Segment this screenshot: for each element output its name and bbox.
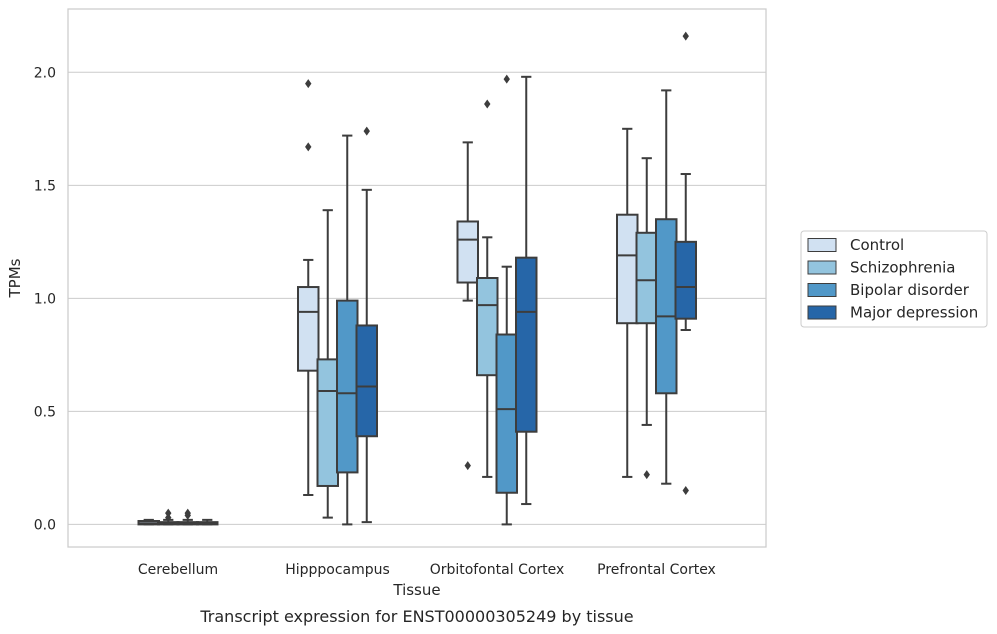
outlier-point [363,126,370,136]
y-tick-label: 1.5 [34,178,56,194]
plot-area-frame [67,8,767,548]
box-group [476,99,499,478]
box-iqr [616,213,639,325]
boxes [137,31,697,526]
outlier-point [305,142,312,152]
box-group [297,79,320,497]
legend: Control Schizophrenia Bipolar disorder Majo… [800,230,988,328]
box-iqr [674,240,697,320]
legend-swatch [807,260,837,275]
x-tick-label: Orbitofontal Cortex [430,562,565,578]
box-iqr [456,220,479,284]
box-group [196,518,219,526]
box-group [616,127,639,478]
box-group [176,508,199,526]
y-tick-label: 0.5 [34,404,56,420]
legend-label: Control [850,236,904,254]
box-group [495,74,518,526]
legend-swatch [807,305,837,320]
x-tick-labels: Cerebellum Hipppocampus Orbitofontal Corte… [138,562,716,578]
box-iqr [655,218,678,395]
box-group [137,518,160,526]
box-group [336,134,359,526]
outlier-point [682,31,689,41]
box-group [456,141,479,471]
outlier-point [165,508,172,518]
outlier-point [503,74,510,84]
box-group [674,31,697,495]
y-tick-label: 1.0 [34,291,56,307]
outlier-point [184,508,191,518]
legend-swatch [807,283,837,297]
outlier-point [165,513,172,523]
box-iqr [316,358,339,487]
box-iqr [635,231,658,325]
x-tick-label: Hipppocampus [285,562,390,578]
box-iqr [476,277,499,377]
box-iqr [495,333,518,494]
box-iqr [336,299,359,474]
outlier-point [464,461,471,471]
box-iqr [515,256,538,433]
box-group [316,209,339,519]
y-axis-label: TPMs [6,258,24,298]
chart-caption: Transcript expression for ENST0000030524… [199,607,633,626]
y-tick-labels: 0.0 0.5 1.0 1.5 2.0 [34,65,56,533]
legend-frame [800,230,988,328]
legend-label: Schizophrenia [850,259,955,277]
box-iqr [355,324,378,438]
x-tick-label: Prefrontal Cortex [597,562,716,578]
box-group [635,157,658,480]
x-axis-label: Tissue [392,581,440,599]
outlier-point [484,99,491,109]
legend-label: Bipolar disorder [850,281,970,299]
y-tick-label: 2.0 [34,65,56,81]
box-group [355,126,378,524]
legend-items: Control Schizophrenia Bipolar disorder Majo… [807,236,978,322]
box-group [515,75,538,506]
box-iqr [297,286,320,372]
x-tick-label: Cerebellum [138,562,218,578]
outlier-point [682,485,689,495]
box-group [157,508,180,526]
y-tick-label: 0.0 [34,517,56,533]
outlier-point [643,470,650,480]
box-group [655,89,678,485]
legend-label: Major depression [850,304,978,322]
outlier-point [305,79,312,89]
y-grid-lines [68,71,766,525]
legend-swatch [807,238,837,252]
